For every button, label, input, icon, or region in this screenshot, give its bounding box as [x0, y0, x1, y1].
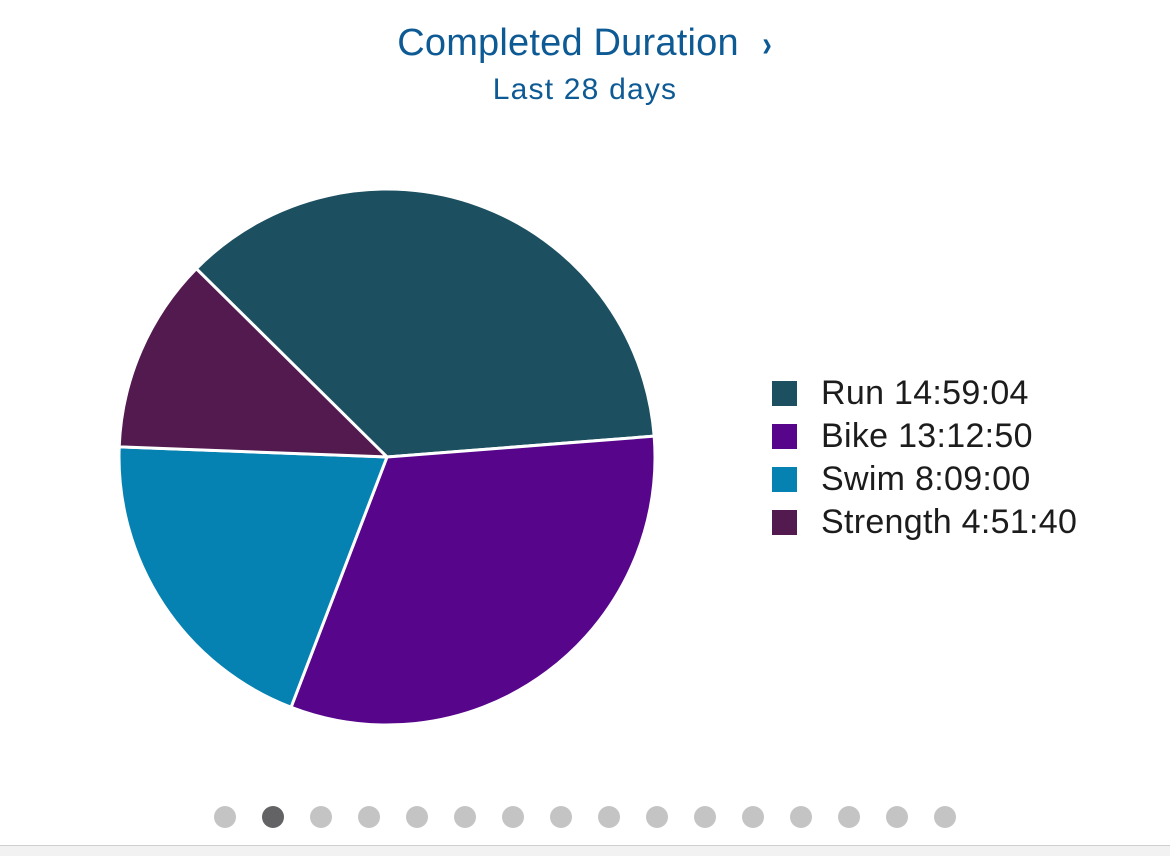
page-dot[interactable]	[214, 806, 236, 828]
page-dot[interactable]	[646, 806, 668, 828]
legend-label: Bike 13:12:50	[821, 417, 1033, 455]
legend-label: Strength 4:51:40	[821, 503, 1078, 541]
pie-chart	[117, 187, 657, 727]
legend-item-bike: Bike 13:12:50	[772, 415, 1077, 458]
page-dot[interactable]	[598, 806, 620, 828]
pie-slice-bike	[289, 434, 657, 727]
chart-subtitle: Last 28 days	[492, 73, 678, 106]
legend-swatch	[772, 467, 797, 492]
page-dot[interactable]	[454, 806, 476, 828]
legend-item-strength: Strength 4:51:40	[772, 501, 1077, 544]
page-dot[interactable]	[550, 806, 572, 828]
page-indicator[interactable]	[0, 806, 1170, 828]
pie-slice-strength	[117, 267, 389, 459]
page-dot[interactable]	[502, 806, 524, 828]
chart-header: Completed Duration › Last 28 days	[0, 22, 1170, 107]
legend-label: Swim 8:09:00	[821, 460, 1031, 498]
pie-slice-run	[194, 187, 656, 459]
page-dot[interactable]	[406, 806, 428, 828]
legend-item-swim: Swim 8:09:00	[772, 458, 1077, 501]
bottom-bar	[0, 845, 1170, 856]
page-dot[interactable]	[694, 806, 716, 828]
page-dot[interactable]	[262, 806, 284, 828]
legend-swatch	[772, 381, 797, 406]
page-dot[interactable]	[934, 806, 956, 828]
chart-title: Completed Duration	[397, 22, 739, 64]
page-dot[interactable]	[310, 806, 332, 828]
pie-slice-swim	[117, 445, 389, 709]
legend-label: Run 14:59:04	[821, 374, 1029, 412]
chevron-right-icon: ›	[761, 22, 772, 64]
chart-title-link[interactable]: Completed Duration ›	[397, 22, 773, 65]
page-dot[interactable]	[886, 806, 908, 828]
page-dot[interactable]	[790, 806, 812, 828]
page-dot[interactable]	[742, 806, 764, 828]
legend-swatch	[772, 424, 797, 449]
page-dot[interactable]	[358, 806, 380, 828]
page-dot[interactable]	[838, 806, 860, 828]
chart-legend: Run 14:59:04 Bike 13:12:50 Swim 8:09:00 Str…	[772, 372, 1077, 544]
legend-item-run: Run 14:59:04	[772, 372, 1077, 415]
legend-swatch	[772, 510, 797, 535]
